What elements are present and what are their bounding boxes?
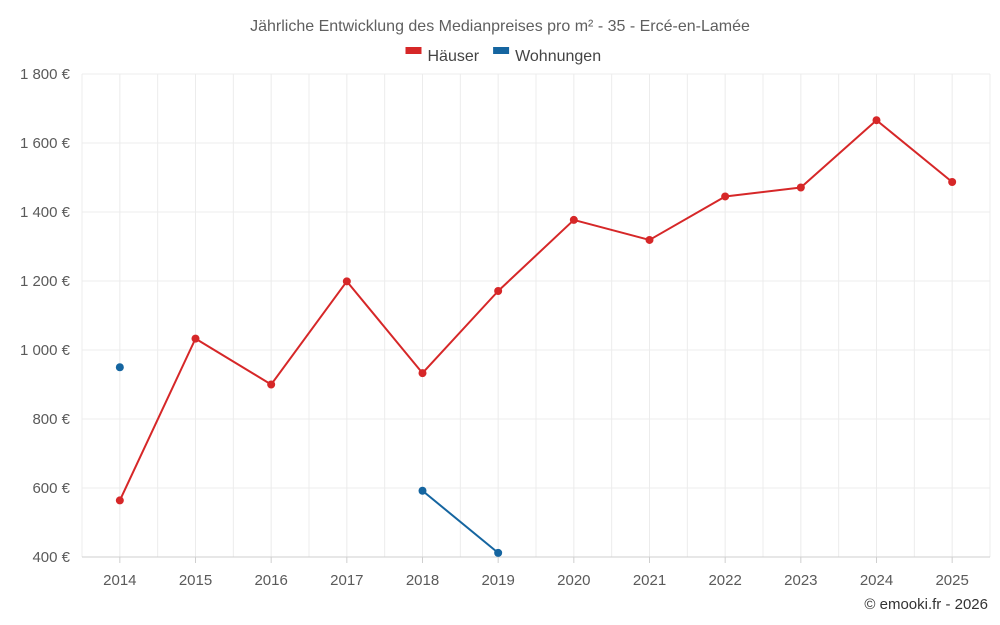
legend[interactable]: Häuser Wohnungen xyxy=(405,47,602,65)
data-point[interactable] xyxy=(115,363,124,372)
legend-swatch xyxy=(493,47,510,54)
y-tick-label: 1 800 € xyxy=(20,66,71,83)
data-point[interactable] xyxy=(342,277,351,286)
y-tick-label: 800 € xyxy=(32,411,70,428)
x-tick-label: 2020 xyxy=(557,572,590,589)
data-point[interactable] xyxy=(872,116,881,125)
data-point[interactable] xyxy=(721,192,730,201)
x-tick-label: 2024 xyxy=(860,572,893,589)
x-tick-label: 2019 xyxy=(481,572,514,589)
y-tick-label: 1 000 € xyxy=(20,342,71,359)
legend-swatch xyxy=(405,47,422,54)
data-point[interactable] xyxy=(115,496,124,505)
data-point[interactable] xyxy=(948,177,957,186)
chart-title: Jährliche Entwicklung des Medianpreises … xyxy=(250,18,750,35)
data-point[interactable] xyxy=(267,380,276,389)
x-tick-label: 2014 xyxy=(103,572,136,589)
axes: 400 € 600 € 800 € 1 000 € 1 200 € 1 400 € 1 60… xyxy=(20,66,990,589)
data-point[interactable] xyxy=(494,287,503,296)
legend-item-haeuser[interactable]: Häuser xyxy=(405,47,480,65)
data-point[interactable] xyxy=(569,215,578,224)
series-haeuser xyxy=(115,116,957,505)
x-tick-label: 2022 xyxy=(708,572,741,589)
series xyxy=(115,116,957,557)
x-tick-label: 2021 xyxy=(633,572,666,589)
x-tick-label: 2015 xyxy=(179,572,212,589)
grid xyxy=(81,73,991,557)
x-tick-label: 2018 xyxy=(406,572,439,589)
x-tick-label: 2016 xyxy=(254,572,287,589)
x-tick-label: 2023 xyxy=(784,572,817,589)
y-tick-label: 1 600 € xyxy=(20,135,71,152)
series-line xyxy=(421,489,499,554)
data-point[interactable] xyxy=(191,334,200,343)
data-point[interactable] xyxy=(494,548,503,557)
legend-item-wohnungen[interactable]: Wohnungen xyxy=(493,47,601,65)
y-tick-label: 600 € xyxy=(32,480,70,497)
x-tick-label: 2025 xyxy=(935,572,968,589)
y-tick-label: 1 200 € xyxy=(20,273,71,290)
data-point[interactable] xyxy=(796,183,805,192)
y-tick-label: 1 400 € xyxy=(20,204,71,221)
y-tick-label: 400 € xyxy=(32,549,70,566)
series-wohnungen xyxy=(115,363,503,557)
data-point[interactable] xyxy=(418,369,427,378)
legend-label: Häuser xyxy=(428,48,480,65)
data-point[interactable] xyxy=(645,235,654,244)
x-tick-label: 2017 xyxy=(330,572,363,589)
legend-label: Wohnungen xyxy=(515,48,601,65)
series-line xyxy=(118,119,953,501)
credit-text: © emooki.fr - 2026 xyxy=(864,596,988,613)
data-point[interactable] xyxy=(418,486,427,495)
